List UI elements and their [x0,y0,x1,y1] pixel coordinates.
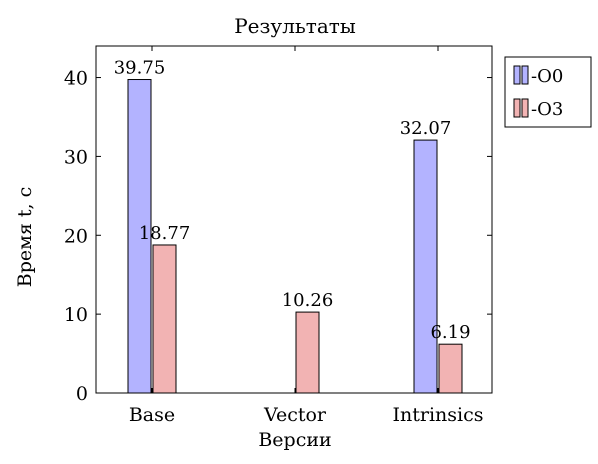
y-tick-label: 0 [76,383,88,405]
data-label: 32.07 [400,118,452,139]
legend-swatch [521,98,529,118]
y-tick-label: 30 [64,146,88,168]
bar-o3-base [152,244,177,394]
data-label: 10.26 [282,290,334,311]
data-label: 18.77 [139,223,191,244]
bar-o3-vector [295,311,320,394]
x-tick-label: Vector [263,404,327,426]
x-tick-label: Base [129,404,175,426]
bar-o0-intrinsics [413,139,438,394]
x-tick-label: Intrinsics [393,404,484,426]
y-tick-label: 40 [64,68,88,90]
data-label: 39.75 [114,58,166,79]
chart-title: Результаты [234,14,356,38]
y-tick-label: 20 [64,225,88,247]
x-axis-label: Версии [258,429,331,451]
plot-frame [95,45,493,394]
bar-o0-base [127,79,152,394]
ticks-layer: 0 10 20 30 40 Base Vector Intrinsics [64,46,492,426]
y-tick-label: 10 [64,304,88,326]
data-labels-layer: 39.75 32.07 18.77 10.26 6.19 [114,58,471,344]
bars-layer [127,79,463,394]
bar-o3-intrinsics [438,343,463,394]
y-axis-label: Время t, c [14,187,36,288]
legend-swatch [513,98,521,118]
legend-swatch [521,65,529,85]
legend-swatch [513,65,521,85]
legend-label: -O0 [531,66,563,87]
legend-label: -O3 [531,99,563,120]
data-label: 6.19 [430,322,470,343]
legend: -O0 -O3 [504,56,592,128]
